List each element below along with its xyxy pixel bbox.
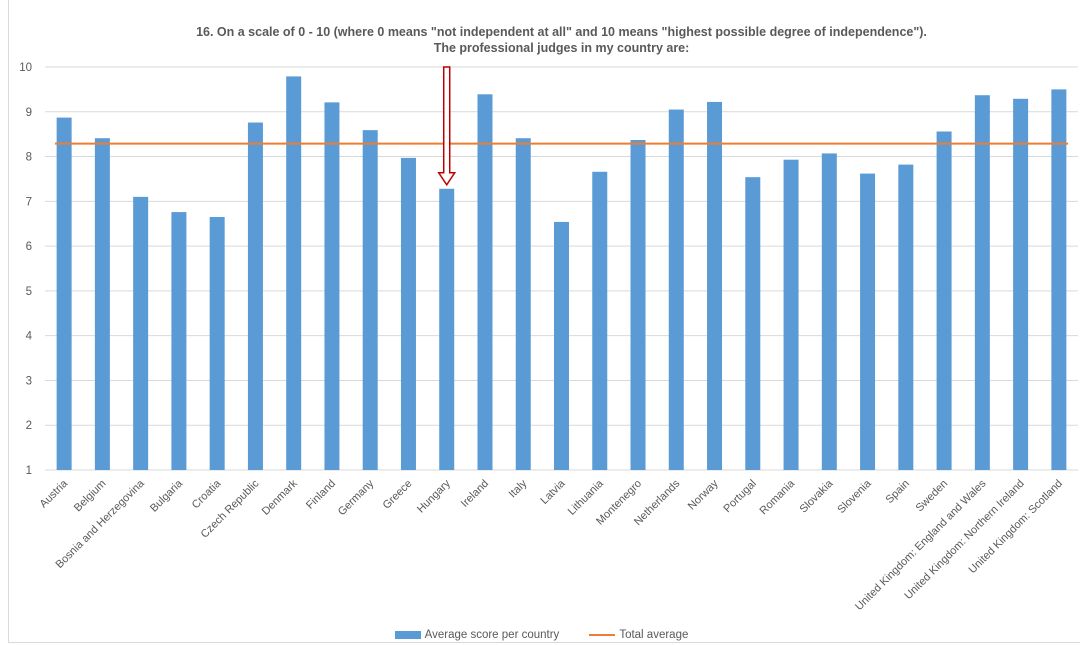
bar: [1051, 89, 1067, 470]
y-tick-label: 1: [26, 465, 32, 477]
x-tick-label: Germany: [336, 477, 377, 518]
y-tick-label: 3: [26, 375, 32, 387]
chart-title-line-1: 16. On a scale of 0 - 10 (where 0 means …: [196, 25, 927, 39]
bar: [783, 159, 799, 470]
bar: [707, 101, 723, 470]
bar: [171, 212, 187, 470]
x-tick-label: Romania: [758, 477, 798, 517]
bar: [936, 131, 952, 471]
bar: [821, 153, 837, 470]
x-tick-label: Norway: [686, 477, 721, 512]
bar: [592, 171, 608, 470]
x-tick-label: Belgium: [72, 478, 109, 515]
bar: [439, 188, 455, 470]
y-tick-label: 4: [26, 331, 33, 343]
x-tick-label: Slovakia: [798, 477, 837, 516]
bar: [247, 122, 263, 470]
legend: Average score per country Total average: [0, 629, 1083, 641]
y-tick-label: 2: [26, 420, 32, 432]
bar: [477, 94, 493, 470]
x-tick-label: Greece: [381, 478, 415, 512]
bar: [515, 138, 531, 471]
x-tick-label: Sweden: [914, 478, 951, 515]
x-tick-label: Ireland: [459, 478, 491, 510]
y-tick-label: 8: [26, 152, 32, 164]
chart-frame: [8, 0, 1080, 643]
y-tick-label: 7: [26, 196, 32, 208]
bar: [56, 117, 72, 471]
x-tick-label: Croatia: [190, 477, 224, 511]
legend-bar-swatch: [394, 631, 421, 639]
bar: [898, 164, 914, 471]
bar: [745, 177, 761, 471]
legend-item-line: Total average: [589, 629, 688, 641]
bar: [974, 95, 990, 471]
bar: [630, 139, 646, 470]
legend-line-swatch: [589, 634, 616, 636]
bar: [362, 130, 378, 471]
x-tick-label: Italy: [507, 477, 530, 500]
bar: [1013, 98, 1029, 470]
legend-bar-label: Average score per country: [424, 629, 560, 641]
bar: [209, 217, 225, 470]
bar: [860, 173, 876, 470]
y-tick-label: 10: [19, 62, 32, 74]
x-tick-label: Latvia: [538, 477, 568, 507]
x-tick-label: Bulgaria: [148, 477, 186, 515]
y-tick-label: 6: [26, 241, 32, 253]
x-tick-label: Portugal: [721, 478, 758, 515]
bar: [133, 196, 149, 470]
x-tick-label: Austria: [38, 477, 71, 510]
bar: [668, 109, 684, 471]
y-tick-label: 9: [26, 107, 32, 119]
bar: [400, 157, 416, 470]
bar: [286, 76, 302, 471]
bar: [554, 221, 569, 470]
highlight-arrow-icon: [437, 66, 457, 187]
bar: [324, 102, 340, 470]
x-tick-label: Slovenia: [835, 477, 874, 516]
chart-title-line-2: The professional judges in my country ar…: [433, 41, 690, 55]
y-tick-label: 5: [26, 286, 32, 298]
legend-line-label: Total average: [619, 629, 689, 641]
x-tick-label: Hungary: [415, 477, 453, 515]
x-tick-label: Denmark: [260, 477, 300, 517]
bar: [94, 138, 110, 471]
x-tick-label: Spain: [884, 478, 912, 506]
x-tick-label: Finland: [304, 478, 338, 512]
legend-item-bars: Average score per country: [394, 629, 560, 641]
